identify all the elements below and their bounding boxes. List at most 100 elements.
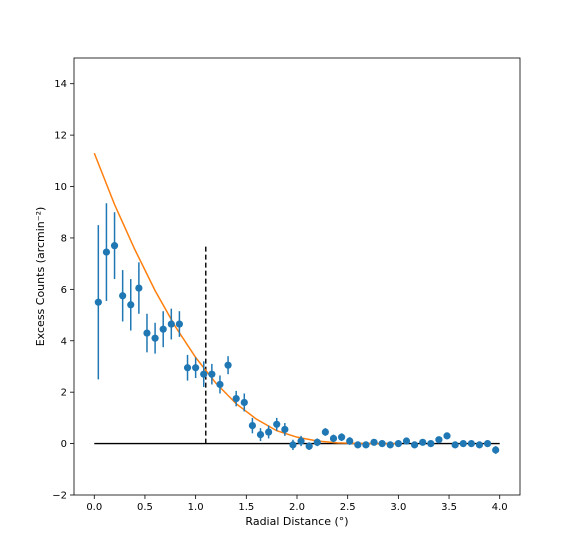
x-tick-label: 0.0 [86, 502, 102, 513]
data-point [151, 322, 159, 354]
data-point [102, 203, 111, 301]
x-tick-label: 0.5 [137, 502, 153, 513]
data-point [159, 311, 167, 348]
point-marker [435, 436, 443, 444]
y-tick-label: 8 [61, 233, 67, 244]
y-tick-label: 4 [61, 336, 67, 347]
data-point [248, 417, 256, 434]
point-marker [265, 428, 273, 436]
point-marker [305, 442, 313, 450]
data-point [354, 441, 362, 449]
point-marker [321, 428, 329, 436]
data-point [208, 363, 216, 385]
data-point [402, 437, 411, 445]
x-tick-label: 3.0 [390, 502, 406, 513]
point-marker [240, 398, 248, 407]
data-point [240, 393, 248, 412]
data-point [297, 435, 305, 447]
point-marker [216, 380, 224, 389]
point-marker [378, 439, 386, 448]
point-marker [224, 361, 232, 369]
point-marker [256, 430, 265, 439]
point-marker [232, 395, 240, 403]
point-marker [175, 320, 184, 328]
point-marker [354, 441, 362, 449]
point-marker [459, 439, 467, 448]
x-tick-label: 1.0 [188, 502, 204, 513]
data-point [483, 439, 492, 448]
point-marker [402, 437, 411, 445]
x-ticks: 0.0 0.5 1.0 1.5 2.0 2.5 3.0 3.5 4.0 [86, 495, 508, 513]
data-point [419, 438, 427, 446]
data-point [443, 432, 451, 440]
data-point [167, 308, 175, 340]
data-point [281, 423, 289, 436]
point-marker [167, 320, 175, 328]
data-point [216, 375, 224, 394]
point-marker [273, 420, 281, 428]
data-point [362, 441, 370, 449]
data-point [435, 436, 443, 444]
point-marker [338, 433, 346, 441]
point-marker [475, 441, 484, 449]
point-marker [208, 370, 216, 378]
point-marker [281, 425, 289, 434]
data-point [127, 279, 135, 331]
data-point [305, 442, 313, 451]
point-marker [346, 437, 354, 445]
data-point [273, 417, 281, 431]
data-point [394, 439, 402, 448]
data-point [467, 439, 475, 448]
point-marker [443, 432, 451, 440]
data-point [232, 390, 240, 407]
data-point [329, 434, 338, 443]
point-marker [451, 441, 459, 449]
data-point [94, 225, 102, 380]
point-marker [102, 248, 111, 256]
point-marker [143, 329, 151, 337]
data-point [459, 439, 467, 448]
point-marker [329, 434, 338, 443]
point-marker [248, 421, 256, 430]
point-marker [492, 446, 500, 454]
point-marker [483, 439, 492, 448]
data-point [200, 361, 208, 388]
data-point [135, 262, 143, 314]
point-marker [370, 438, 378, 446]
point-marker [192, 364, 200, 372]
data-point [256, 428, 265, 442]
point-marker [427, 439, 435, 448]
data-point [119, 270, 127, 322]
point-marker [419, 438, 427, 446]
point-marker [135, 284, 143, 292]
point-marker [289, 441, 297, 449]
data-point [183, 354, 192, 381]
point-marker [119, 292, 127, 300]
x-tick-label: 2.5 [340, 502, 356, 513]
plot-area: 0.0 0.5 1.0 1.5 2.0 2.5 3.0 3.5 4.0 −2 0 2 4 6 8 10 12 1… [52, 57, 521, 513]
x-tick-label: 1.5 [238, 502, 254, 513]
x-tick-label: 4.0 [492, 502, 508, 513]
point-marker [151, 334, 159, 342]
y-tick-label: 2 [61, 388, 67, 399]
data-point [175, 311, 184, 337]
data-points [94, 203, 500, 454]
point-marker [110, 242, 119, 250]
y-tick-label: 10 [54, 182, 67, 193]
data-point [313, 438, 321, 447]
y-tick-label: 14 [54, 79, 67, 90]
data-point [370, 438, 378, 446]
y-axis-label: Excess Counts (arcmin⁻²) [34, 207, 47, 347]
point-marker [127, 301, 135, 309]
data-point [289, 439, 297, 451]
data-point [378, 439, 386, 448]
x-tick-label: 2.0 [289, 502, 305, 513]
point-marker [200, 370, 208, 378]
point-marker [410, 441, 419, 449]
point-marker [394, 439, 402, 448]
data-point [110, 212, 119, 280]
data-point [451, 441, 459, 449]
data-point [492, 446, 500, 454]
data-point [475, 441, 484, 449]
